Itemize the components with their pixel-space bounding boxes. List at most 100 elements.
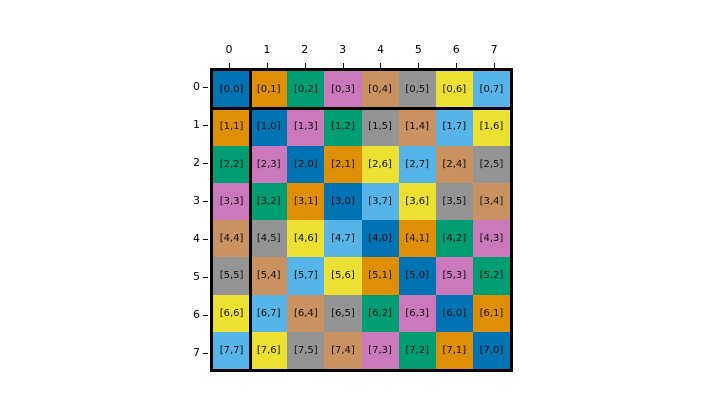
grid-cell-0-0: [0,0]	[213, 71, 251, 109]
grid-cell-0-1: [0,1]	[250, 71, 288, 109]
first-row-separator-line	[210, 106, 513, 110]
y-tick-label-4: 4	[193, 232, 200, 245]
grid-cell-4-4: [4,0]	[361, 220, 399, 258]
grid-cell-7-0: [7,7]	[213, 331, 251, 369]
grid-cell-1-6: [1,7]	[435, 108, 473, 146]
y-tick-mark-7	[203, 353, 208, 354]
grid-cell-5-3: [5,6]	[324, 257, 362, 295]
xor-grid-cells: [0,0] [0,1] [0,2] [0,3] [0,4] [0,5] [0,6] [0,7]…	[213, 71, 510, 369]
x-tick-label-6: 6	[452, 43, 460, 56]
grid-cell-7-5: [7,2]	[398, 331, 436, 369]
grid-cell-6-6: [6,0]	[435, 294, 473, 332]
grid-cell-3-6: [3,5]	[435, 182, 473, 220]
grid-cell-2-5: [2,7]	[398, 145, 436, 183]
grid-cell-5-7: [5,2]	[472, 257, 510, 295]
grid-cell-0-7: [0,7]	[472, 71, 510, 109]
grid-cell-3-4: [3,7]	[361, 182, 399, 220]
grid-cell-4-7: [4,3]	[472, 220, 510, 258]
grid-cell-1-7: [1,6]	[472, 108, 510, 146]
x-tick-label-4: 4	[376, 43, 384, 56]
grid-cell-2-1: [2,3]	[250, 145, 288, 183]
x-tick-label-2: 2	[301, 43, 309, 56]
grid-cell-3-2: [3,1]	[287, 182, 325, 220]
y-tick-mark-1	[203, 125, 208, 126]
grid-cell-4-1: [4,5]	[250, 220, 288, 258]
grid-cell-2-2: [2,0]	[287, 145, 325, 183]
grid-cell-5-4: [5,1]	[361, 257, 399, 295]
grid-cell-4-0: [4,4]	[213, 220, 251, 258]
grid-cell-6-7: [6,1]	[472, 294, 510, 332]
grid-cell-2-6: [2,4]	[435, 145, 473, 183]
x-tick-mark-4	[380, 63, 382, 68]
grid-cell-4-3: [4,7]	[324, 220, 362, 258]
grid-cell-2-3: [2,1]	[324, 145, 362, 183]
grid-cell-6-0: [6,6]	[213, 294, 251, 332]
grid-cell-0-2: [0,2]	[287, 71, 325, 109]
grid-cell-1-5: [1,4]	[398, 108, 436, 146]
grid-cell-1-1: [1,0]	[250, 108, 288, 146]
x-tick-mark-5	[418, 63, 420, 68]
xor-grid: [0,0] [0,1] [0,2] [0,3] [0,4] [0,5] [0,6] [0,7]…	[210, 68, 513, 372]
first-column-separator-line	[248, 68, 252, 372]
grid-cell-1-0: [1,1]	[213, 108, 251, 146]
grid-cell-0-3: [0,3]	[324, 71, 362, 109]
grid-cell-6-4: [6,2]	[361, 294, 399, 332]
grid-cell-3-3: [3,0]	[324, 182, 362, 220]
x-tick-label-0: 0	[225, 43, 233, 56]
y-tick-mark-5	[203, 277, 208, 278]
y-tick-mark-2	[203, 163, 208, 164]
y-tick-mark-3	[203, 201, 208, 202]
y-tick-mark-0	[203, 87, 208, 88]
y-tick-mark-4	[203, 239, 208, 240]
grid-cell-4-6: [4,2]	[435, 220, 473, 258]
y-tick-label-1: 1	[193, 118, 200, 131]
x-tick-mark-3	[342, 63, 344, 68]
grid-cell-7-6: [7,1]	[435, 331, 473, 369]
x-tick-mark-0	[228, 63, 230, 68]
grid-cell-1-4: [1,5]	[361, 108, 399, 146]
grid-cell-0-4: [0,4]	[361, 71, 399, 109]
x-tick-label-7: 7	[490, 43, 498, 56]
grid-cell-7-2: [7,5]	[287, 331, 325, 369]
x-tick-label-5: 5	[414, 43, 422, 56]
grid-cell-7-3: [7,4]	[324, 331, 362, 369]
y-tick-label-3: 3	[193, 194, 200, 207]
grid-cell-6-1: [6,7]	[250, 294, 288, 332]
x-tick-mark-6	[456, 63, 458, 68]
grid-cell-1-3: [1,2]	[324, 108, 362, 146]
grid-cell-3-1: [3,2]	[250, 182, 288, 220]
grid-cell-7-4: [7,3]	[361, 331, 399, 369]
x-tick-mark-7	[494, 63, 496, 68]
grid-cell-5-2: [5,7]	[287, 257, 325, 295]
grid-cell-6-5: [6,3]	[398, 294, 436, 332]
grid-cell-5-5: [5,0]	[398, 257, 436, 295]
x-tick-label-3: 3	[339, 43, 347, 56]
grid-cell-7-7: [7,0]	[472, 331, 510, 369]
grid-cell-0-5: [0,5]	[398, 71, 436, 109]
grid-cell-4-2: [4,6]	[287, 220, 325, 258]
y-tick-label-7: 7	[193, 346, 200, 359]
grid-cell-4-5: [4,1]	[398, 220, 436, 258]
y-tick-label-5: 5	[193, 270, 200, 283]
grid-cell-3-7: [3,4]	[472, 182, 510, 220]
grid-cell-3-0: [3,3]	[213, 182, 251, 220]
grid-cell-5-1: [5,4]	[250, 257, 288, 295]
grid-cell-5-6: [5,3]	[435, 257, 473, 295]
grid-cell-2-7: [2,5]	[472, 145, 510, 183]
grid-cell-1-2: [1,3]	[287, 108, 325, 146]
x-tick-mark-1	[266, 63, 268, 68]
y-tick-label-6: 6	[193, 308, 200, 321]
y-tick-label-2: 2	[193, 156, 200, 169]
grid-cell-6-2: [6,4]	[287, 294, 325, 332]
grid-cell-3-5: [3,6]	[398, 182, 436, 220]
grid-cell-5-0: [5,5]	[213, 257, 251, 295]
x-tick-label-1: 1	[263, 43, 271, 56]
grid-cell-7-1: [7,6]	[250, 331, 288, 369]
grid-cell-2-0: [2,2]	[213, 145, 251, 183]
x-tick-mark-2	[304, 63, 306, 68]
grid-cell-2-4: [2,6]	[361, 145, 399, 183]
y-tick-label-0: 0	[193, 80, 200, 93]
grid-cell-0-6: [0,6]	[435, 71, 473, 109]
y-tick-mark-6	[203, 315, 208, 316]
